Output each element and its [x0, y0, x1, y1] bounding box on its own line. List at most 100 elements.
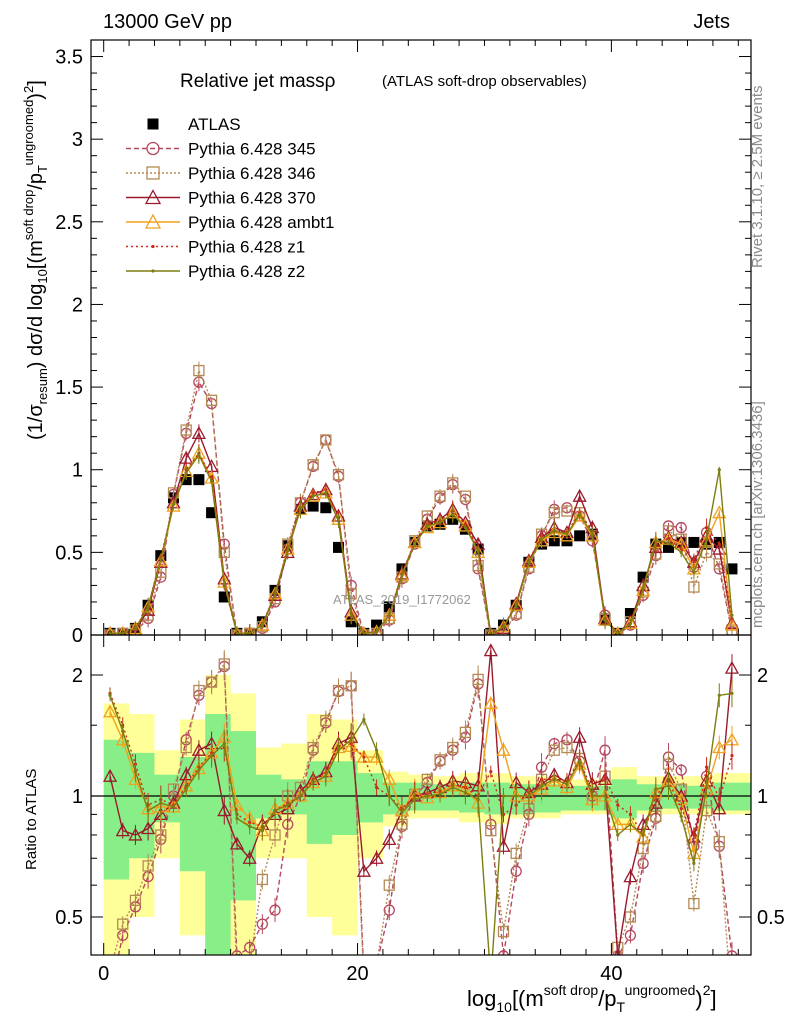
data-point — [726, 563, 738, 575]
data-point — [197, 768, 201, 772]
data-point — [260, 829, 264, 833]
data-point — [413, 542, 417, 546]
legend-marker — [144, 189, 162, 205]
data-point — [320, 434, 332, 446]
data-point — [146, 605, 150, 609]
data-point — [559, 528, 575, 542]
data-point — [459, 490, 472, 502]
data-point — [102, 768, 118, 782]
data-point — [231, 950, 243, 955]
data-point — [692, 861, 696, 865]
data-point — [298, 794, 303, 798]
data-point — [286, 803, 290, 807]
ratio-y-tick-label: 2 — [72, 665, 83, 687]
data-point — [501, 794, 506, 798]
data-point — [559, 780, 575, 794]
data-point — [421, 773, 433, 786]
data-point — [332, 469, 345, 481]
data-point — [332, 684, 345, 697]
data-point — [472, 673, 484, 686]
data-point — [688, 581, 700, 593]
data-point — [420, 520, 435, 534]
data-point — [382, 832, 397, 846]
x-axis-label: log10[(msoft drop/pTungroomed)2] — [467, 982, 717, 1015]
data-point — [666, 784, 671, 788]
data-point — [191, 742, 206, 756]
data-point — [171, 502, 176, 507]
ratio-y-tick-label-right: 1 — [757, 786, 768, 808]
data-point — [692, 833, 696, 837]
data-point — [510, 865, 522, 877]
data-point — [229, 836, 245, 850]
watermark-text: ATLAS_2019_I1772062 — [333, 592, 471, 607]
data-point — [434, 754, 446, 766]
data-point — [552, 777, 556, 781]
chart-title: Relative jet massρ — [180, 71, 336, 92]
main-y-tick-label: 3 — [72, 129, 83, 151]
data-point — [616, 803, 620, 807]
data-point — [193, 364, 205, 377]
data-point — [146, 808, 150, 813]
data-point — [307, 500, 319, 512]
data-point — [623, 869, 638, 883]
data-point — [306, 487, 321, 501]
data-point — [712, 740, 727, 754]
series-line — [109, 693, 733, 838]
data-point — [552, 529, 556, 533]
data-point — [382, 772, 397, 786]
data-point — [358, 629, 370, 635]
data-point — [206, 507, 218, 519]
chart-subtitle: (ATLAS soft-drop observables) — [382, 73, 587, 90]
legend-entry-pythia-6-428-z2: Pythia 6.428 z2 — [126, 262, 305, 281]
data-point — [267, 587, 283, 601]
data-point — [184, 471, 188, 475]
data-point — [624, 911, 637, 923]
data-point — [425, 794, 429, 798]
data-point — [324, 774, 328, 778]
data-point — [171, 805, 176, 809]
data-point — [548, 744, 560, 756]
data-point — [209, 754, 214, 758]
data-point — [688, 897, 700, 910]
data-point — [374, 748, 379, 752]
data-point — [235, 816, 239, 820]
data-point — [628, 621, 633, 626]
data-point — [218, 658, 230, 670]
legend-marker — [151, 269, 155, 273]
data-point — [383, 904, 395, 916]
data-point — [320, 714, 332, 727]
main-y-tick-label: 2 — [72, 294, 83, 316]
data-point — [235, 631, 239, 635]
data-point — [217, 803, 232, 817]
data-point — [298, 507, 303, 511]
data-point — [574, 530, 586, 542]
data-point — [463, 522, 468, 526]
data-point — [730, 691, 734, 695]
data-point — [362, 717, 366, 722]
data-point — [324, 491, 328, 495]
data-point — [675, 764, 687, 776]
data-point — [471, 545, 486, 559]
data-point — [679, 814, 683, 818]
series-pythia-6-428-z1 — [108, 444, 734, 635]
data-point — [434, 490, 446, 502]
data-point — [717, 693, 721, 697]
data-point — [255, 617, 270, 631]
legend-label: Pythia 6.428 ambt1 — [188, 213, 334, 232]
data-point — [218, 546, 230, 559]
data-point — [527, 560, 531, 564]
data-point — [451, 785, 455, 790]
data-point — [463, 525, 468, 530]
data-point — [451, 512, 455, 516]
data-point — [713, 558, 725, 570]
data-point — [105, 990, 115, 1000]
data-point — [153, 553, 168, 567]
data-point — [590, 532, 594, 536]
data-point — [612, 629, 624, 635]
data-point — [679, 807, 683, 811]
data-point — [320, 502, 332, 514]
data-point — [387, 613, 391, 617]
data-point — [578, 759, 582, 763]
data-point — [311, 780, 315, 785]
main-y-tick-label: 3.5 — [55, 47, 83, 69]
